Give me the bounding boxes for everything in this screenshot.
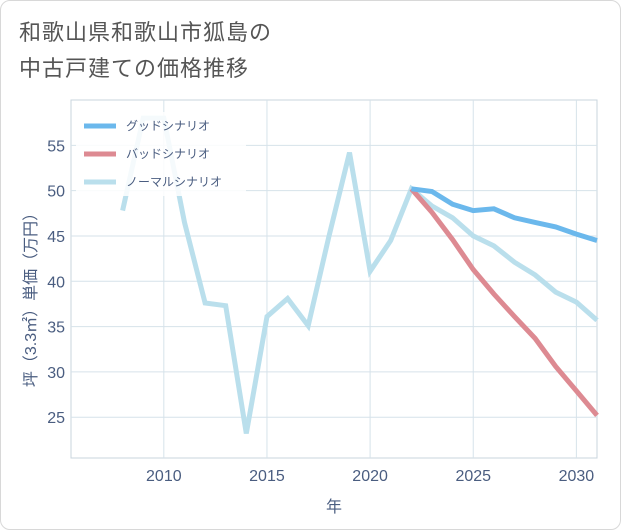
series-line-2 — [120, 115, 599, 434]
y-tick-label: 50 — [47, 184, 65, 201]
y-tick-label: 40 — [47, 274, 65, 291]
series-line-0 — [411, 186, 598, 243]
series-line-1 — [409, 187, 599, 418]
y-tick-label: 45 — [47, 229, 65, 246]
y-tick-label: 35 — [47, 320, 65, 337]
y-axis-title: 坪（3.3㎡）単価（万円） — [22, 205, 40, 387]
legend-label-2: ノーマルシナリオ — [126, 175, 222, 189]
x-tick-label: 2030 — [559, 468, 595, 485]
y-tick-label: 25 — [47, 410, 65, 427]
chart-title-line-2: 中古戸建ての価格推移 — [19, 56, 250, 81]
legend-label-1: バッドシナリオ — [126, 147, 210, 161]
x-tick-label: 2010 — [146, 468, 182, 485]
y-tick-label: 30 — [47, 365, 65, 382]
y-tick-labels: 25 30 35 40 45 50 55 — [47, 138, 65, 427]
legend-label-0: グッドシナリオ — [126, 119, 210, 133]
x-axis-title: 年 — [326, 498, 342, 516]
x-tick-labels: 2010 2015 2020 2025 2030 — [146, 468, 594, 485]
x-tick-label: 2020 — [352, 468, 388, 485]
y-tick-label: 55 — [47, 138, 65, 155]
x-tick-label: 2015 — [249, 468, 285, 485]
series-lines — [120, 115, 599, 434]
chart-title: 和歌山県和歌山市狐島の 中古戸建ての価格推移 — [19, 15, 579, 87]
plot-area — [70, 99, 598, 459]
chart-title-line-1: 和歌山県和歌山市狐島の — [19, 20, 273, 45]
x-tick-label: 2025 — [455, 468, 491, 485]
